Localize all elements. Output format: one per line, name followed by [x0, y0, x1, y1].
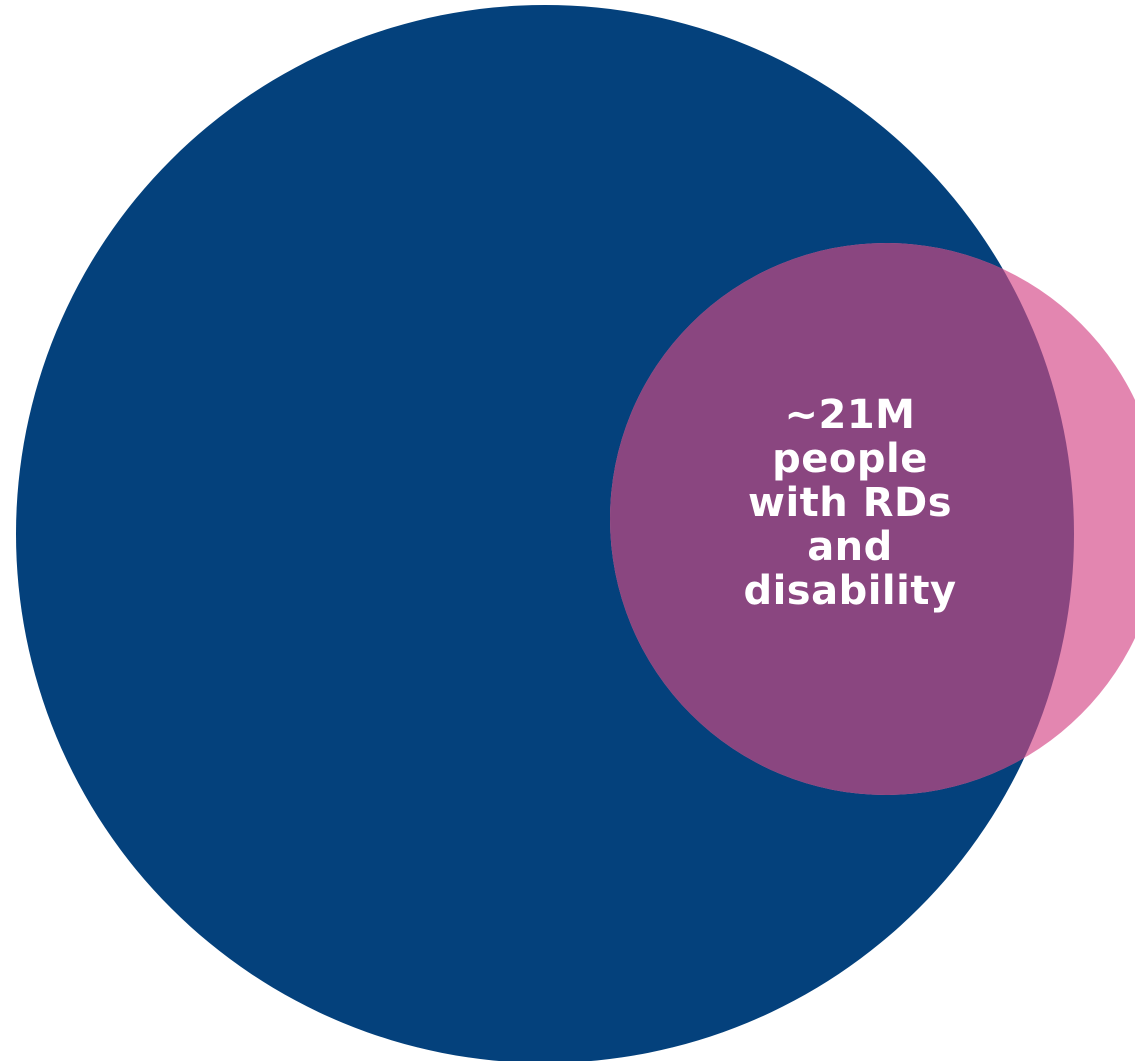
overlap-label-line: disability	[743, 568, 957, 614]
overlap-region	[610, 243, 1074, 795]
overlap-label-line: ~21M	[784, 392, 916, 438]
overlap-label: ~21M people with RDs and disability	[700, 393, 1000, 613]
overlap-label-line: people	[772, 436, 928, 482]
overlap-label-line: with RDs	[748, 480, 952, 526]
overlap-label-line: and	[807, 524, 893, 570]
